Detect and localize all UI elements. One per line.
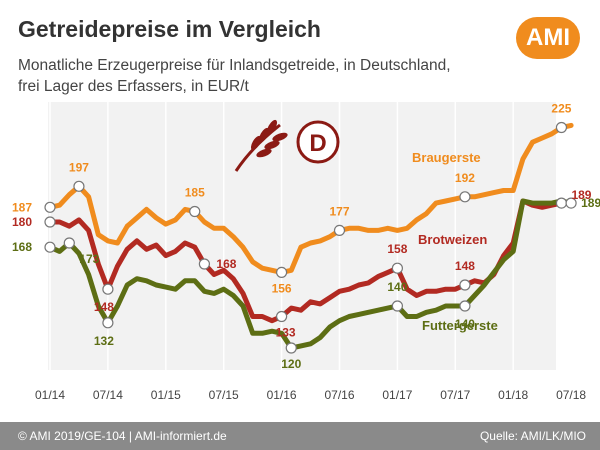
marker-futtergerste xyxy=(285,342,297,354)
data-label-braugerste: 225 xyxy=(551,102,571,116)
chart-area: D Braugerste Brotweizen Futtergerste 187… xyxy=(12,102,600,403)
series-line-futtergerste xyxy=(47,198,574,351)
data-label-futtergerste: 140 xyxy=(455,317,475,331)
marker-brotweizen xyxy=(44,216,56,228)
data-label-brotweizen: 133 xyxy=(276,326,296,340)
marker-braugerste xyxy=(189,205,201,218)
wheat-icon xyxy=(234,119,288,172)
data-label-brotweizen: 189 xyxy=(571,188,591,202)
x-tick-label: 01/16 xyxy=(267,388,297,402)
series-layer xyxy=(44,121,577,354)
marker-braugerste xyxy=(44,201,56,213)
x-tick-label: 07/15 xyxy=(209,388,239,402)
footer-source: Quelle: AMI/LK/MIO xyxy=(479,429,586,443)
x-tick-label: 01/14 xyxy=(35,388,65,402)
data-label-braugerste: 192 xyxy=(455,171,475,185)
marker-brotweizen xyxy=(555,197,568,209)
data-label-futtergerste: 189 xyxy=(581,196,600,210)
marker-futtergerste xyxy=(565,197,577,209)
data-label-futtergerste: 168 xyxy=(12,240,32,254)
data-labels: 187 197 185 156 177 192 225 180 148 168 133 158 148 1… xyxy=(12,102,600,372)
data-label-brotweizen: 168 xyxy=(216,257,236,271)
data-label-futtergerste: 120 xyxy=(281,357,301,371)
marker-futtergerste xyxy=(44,241,56,253)
marker-brotweizen xyxy=(102,283,114,295)
x-tick-label: 01/18 xyxy=(498,388,528,402)
marker-brotweizen xyxy=(391,262,403,274)
data-label-braugerste: 156 xyxy=(272,281,292,295)
gridlines xyxy=(49,102,572,370)
data-label-brotweizen: 158 xyxy=(387,242,407,256)
x-tick-label: 01/17 xyxy=(382,388,412,402)
marker-braugerste xyxy=(555,121,568,134)
data-label-futtergerste: 140 xyxy=(387,280,407,294)
marker-futtergerste xyxy=(102,317,114,329)
footer: © AMI 2019/GE-104 | AMI-informiert.de Qu… xyxy=(0,422,600,450)
subtitle-line-1: Monatliche Erzeugerpreise für Inlandsget… xyxy=(18,57,451,74)
data-label-braugerste: 177 xyxy=(329,204,349,218)
data-label-braugerste: 187 xyxy=(12,200,32,214)
data-label-braugerste: 185 xyxy=(185,186,205,200)
x-tick-label: 07/18 xyxy=(556,388,586,402)
x-tick-label: 07/17 xyxy=(440,388,470,402)
data-label-brotweizen: 148 xyxy=(94,300,114,314)
series-name-braugerste: Braugerste xyxy=(412,150,481,165)
chart-subtitle: Monatliche Erzeugerpreise für Inlandsget… xyxy=(18,55,451,97)
data-label-brotweizen: 180 xyxy=(12,215,32,229)
series-name-futtergerste: Futtergerste xyxy=(422,318,498,333)
marker-brotweizen xyxy=(459,279,471,291)
data-label-braugerste: 197 xyxy=(69,160,89,174)
x-axis-ticks: 01/14 07/14 01/15 07/15 01/16 07/16 01/17 07/17… xyxy=(35,388,586,402)
marker-braugerste xyxy=(73,180,85,192)
x-tick-label: 01/15 xyxy=(151,388,181,402)
data-label-futtergerste: 173 xyxy=(79,252,99,266)
marker-brotweizen xyxy=(276,310,288,323)
ami-logo: AMI xyxy=(516,17,580,59)
x-tick-label: 07/16 xyxy=(324,388,354,402)
x-tick-label: 07/14 xyxy=(93,388,123,402)
marker-futtergerste xyxy=(63,237,75,249)
country-badge-label: D xyxy=(309,130,326,157)
marker-braugerste xyxy=(333,224,346,236)
country-badge xyxy=(296,120,340,164)
footer-copyright: © AMI 2019/GE-104 | AMI-informiert.de xyxy=(18,429,227,443)
marker-braugerste xyxy=(459,191,471,203)
subtitle-line-2: frei Lager des Erfassers, in EUR/t xyxy=(18,78,249,95)
legend-layer: Braugerste Brotweizen Futtergerste xyxy=(412,150,498,333)
marker-braugerste xyxy=(276,266,288,278)
decoration: D xyxy=(234,119,340,172)
marker-futtergerste xyxy=(391,300,403,312)
series-line-braugerste xyxy=(47,122,574,275)
data-label-futtergerste: 132 xyxy=(94,334,114,348)
data-label-brotweizen: 148 xyxy=(455,259,475,273)
series-name-brotweizen: Brotweizen xyxy=(418,232,487,247)
chart-title: Getreidepreise im Vergleich xyxy=(18,16,321,42)
marker-brotweizen xyxy=(198,258,210,270)
marker-futtergerste xyxy=(459,300,471,312)
